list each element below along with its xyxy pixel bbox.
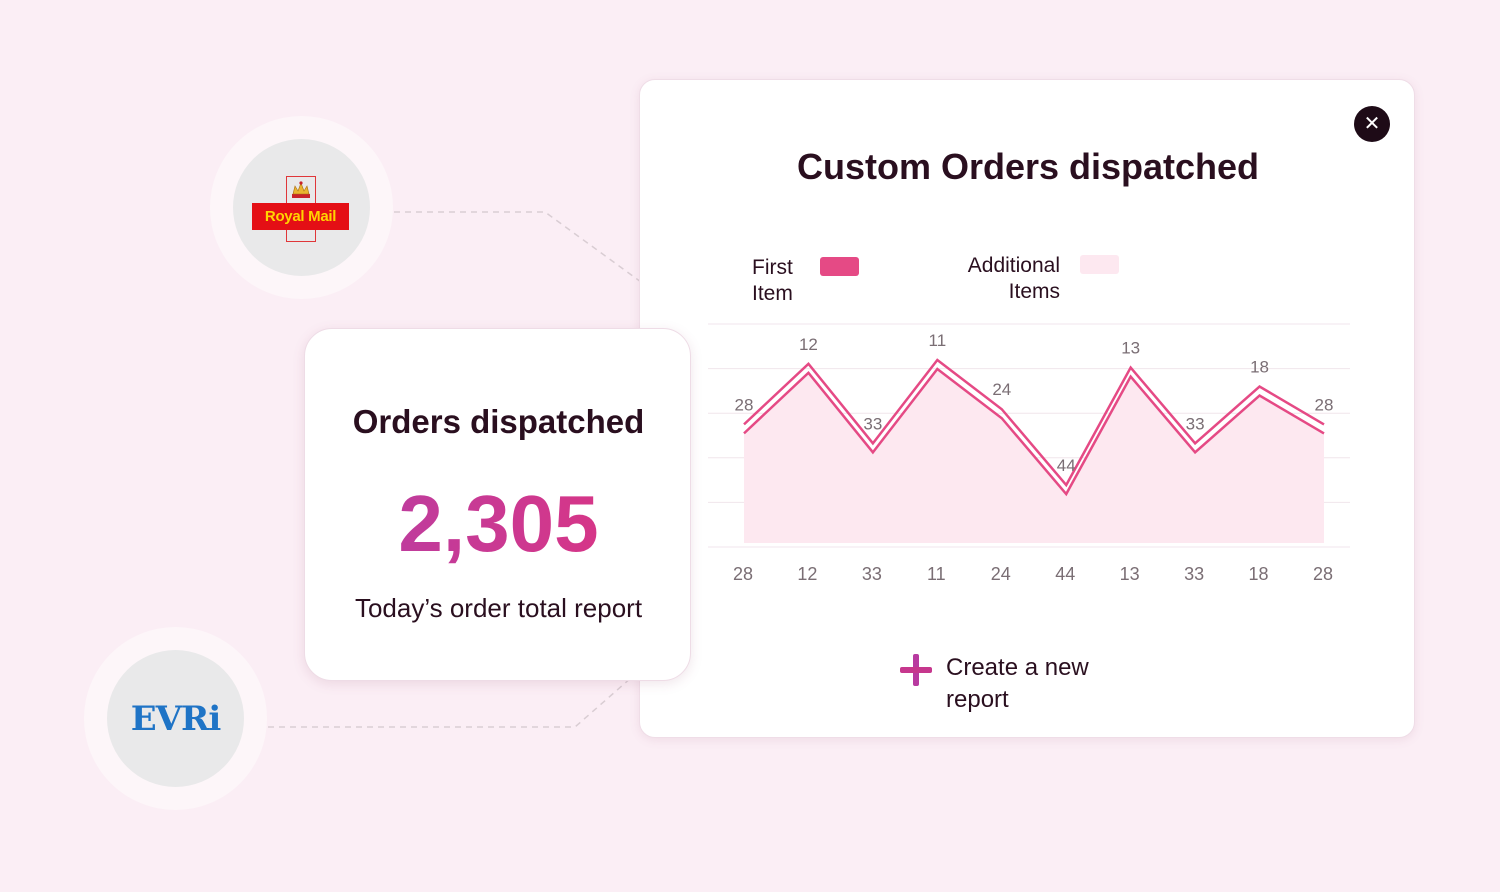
x-tick-label: 33 <box>1184 564 1204 584</box>
x-tick-label: 28 <box>733 564 753 584</box>
royal-mail-logo-text: Royal Mail <box>264 208 337 225</box>
x-tick-label: 33 <box>862 564 882 584</box>
summary-title: Orders dispatched <box>352 403 645 440</box>
legend-additional-items-label: Additional Items <box>967 254 1060 303</box>
data-label: 12 <box>799 335 818 354</box>
evri-logo-text: EVRi <box>130 698 221 739</box>
summary-caption: Today’s order total report <box>354 593 643 623</box>
series-additional-items-area <box>744 369 1324 543</box>
close-icon: ✕ <box>1363 113 1381 135</box>
x-tick-label: 13 <box>1120 564 1140 584</box>
report-title: Custom Orders dispatched <box>796 146 1260 187</box>
data-label: 44 <box>1057 456 1076 475</box>
x-tick-label: 44 <box>1055 564 1075 584</box>
evri-logo-circle: EVRi <box>107 650 244 787</box>
create-report-button[interactable]: Create a new report <box>898 652 1118 722</box>
data-label: 24 <box>992 380 1011 399</box>
legend-additional-items-swatch <box>1080 255 1119 274</box>
legend-first-item-swatch <box>820 257 859 276</box>
data-label: 13 <box>1121 339 1140 358</box>
data-label: 33 <box>1186 414 1205 433</box>
royal-mail-logo-banner <box>252 203 349 230</box>
data-label: 33 <box>863 414 882 433</box>
data-label: 28 <box>1315 395 1334 414</box>
plus-icon <box>900 654 932 686</box>
crown-icon <box>292 181 310 198</box>
x-tick-label: 24 <box>991 564 1011 584</box>
orders-total-value: 2,305 <box>305 479 692 569</box>
x-tick-label: 18 <box>1249 564 1269 584</box>
close-button[interactable]: ✕ <box>1354 106 1390 142</box>
create-report-label: Create a new report <box>946 654 1089 713</box>
series-first-item-line-lower <box>743 367 1325 497</box>
data-label: 28 <box>735 395 754 414</box>
data-label: 11 <box>929 331 947 350</box>
x-tick-label: 12 <box>797 564 817 584</box>
report-panel: ✕ Custom Orders dispatched First Item Ad… <box>639 79 1415 738</box>
x-tick-label: 28 <box>1313 564 1333 584</box>
legend-first-item-label: First Item <box>752 256 793 305</box>
data-label: 18 <box>1250 358 1269 377</box>
evri-logo-halo: EVRi <box>84 627 267 810</box>
series-first-item-line <box>743 358 1325 488</box>
x-tick-label: 11 <box>927 564 946 584</box>
orders-area-chart: 28 12 33 11 24 44 13 33 18 28 28 12 33 11 24 44 13 33 18 28 <box>708 323 1350 584</box>
orders-summary-card: Orders dispatched 2,305 Today’s order to… <box>304 328 691 681</box>
